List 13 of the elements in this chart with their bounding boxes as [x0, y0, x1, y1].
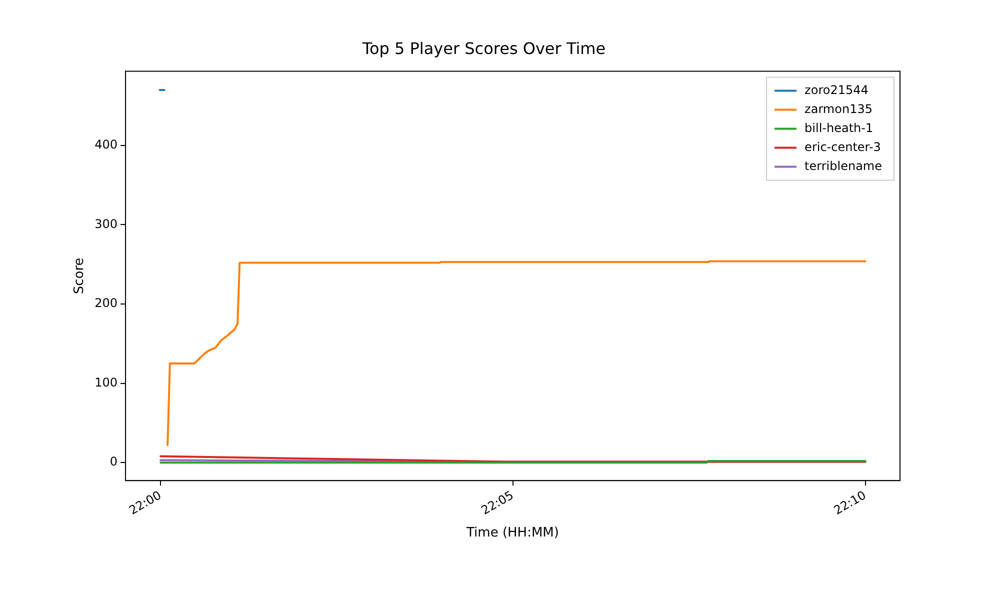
y-tick-label: 0 [110, 454, 118, 469]
y-tick-label: 300 [94, 216, 118, 231]
legend-label: eric-center-3 [804, 140, 881, 154]
y-axis-title: Score [72, 258, 88, 294]
legend-label: terriblename [804, 158, 882, 173]
y-tick-label: 400 [94, 138, 118, 152]
chart-title: Top 5 Player Scores Over Time [361, 38, 606, 58]
legend-label: zarmon135 [804, 102, 872, 116]
y-tick-label: 200 [94, 296, 118, 310]
y-tick-label: 100 [94, 375, 118, 390]
legend-label: zoro21544 [804, 82, 868, 97]
x-axis-title: Time (HH:MM) [466, 526, 559, 541]
legend-label: bill-heath-1 [804, 120, 874, 135]
